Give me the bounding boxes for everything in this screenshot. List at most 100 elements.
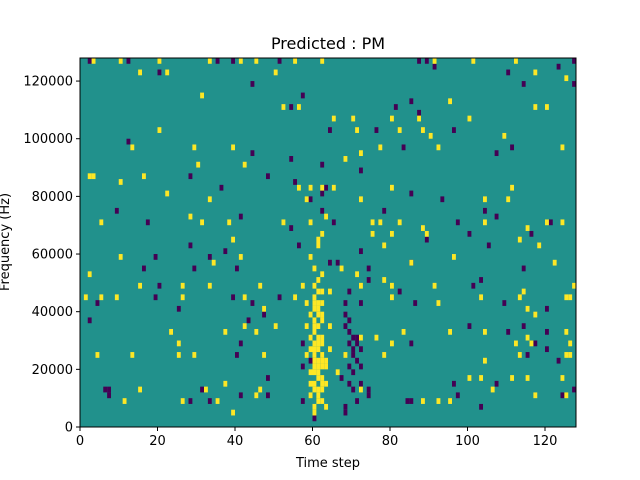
heatmap-cell-high — [521, 288, 526, 295]
heatmap-cell-high — [564, 75, 569, 82]
heatmap-cell-low — [347, 380, 352, 387]
heatmap-cell-high — [316, 300, 321, 306]
heatmap-cell-low — [455, 392, 460, 399]
heatmap-cell-high — [312, 380, 317, 387]
heatmap-cell-high — [238, 58, 243, 64]
heatmap-cell-low — [409, 190, 414, 197]
heatmap-cell-high — [339, 265, 344, 272]
heatmap-cell-low — [176, 305, 181, 312]
heatmap-cell-high — [242, 323, 247, 329]
heatmap-cell-high — [200, 219, 205, 226]
heatmap-cell-high — [328, 323, 332, 329]
heatmap-cell-high — [192, 144, 197, 151]
heatmap-cell-high — [316, 334, 321, 341]
heatmap-cell-low — [359, 300, 363, 306]
heatmap-cell-low — [87, 317, 92, 324]
heatmap-cell-low — [300, 340, 305, 347]
heatmap-cell-high — [316, 363, 321, 370]
heatmap-cell-high — [316, 305, 321, 312]
heatmap-cell-high — [545, 219, 549, 226]
heatmap-cell-low — [235, 265, 239, 272]
heatmap-cell-high — [316, 277, 321, 283]
heatmap-cell-low — [521, 265, 526, 272]
heatmap-cell-high — [308, 346, 313, 353]
heatmap-cell-low — [510, 144, 515, 151]
heatmap-cell-high — [254, 328, 259, 335]
heatmap-cell-high — [483, 196, 487, 203]
y-tick-label: 0 — [65, 421, 73, 436]
heatmap-cell-low — [351, 346, 356, 353]
heatmap-cell-high — [316, 375, 321, 381]
x-axis-label: Time step — [295, 456, 360, 471]
heatmap-cell-high — [316, 398, 321, 404]
heatmap-cell-high — [258, 282, 263, 289]
heatmap-cell-high — [320, 230, 325, 237]
heatmap-cell-high — [138, 282, 143, 289]
heatmap-cell-high — [308, 254, 313, 260]
heatmap-cell-high — [483, 357, 487, 364]
heatmap-cell-high — [328, 346, 332, 353]
heatmap-cell-low — [351, 334, 356, 341]
heatmap-cell-high — [316, 357, 321, 364]
heatmap-cell-high — [525, 334, 530, 341]
chart-title: Predicted : PM — [271, 34, 385, 53]
heatmap-cell-high — [157, 58, 162, 64]
heatmap-cell-high — [188, 213, 193, 220]
heatmap-cell-low — [545, 305, 549, 312]
heatmap-cell-high — [304, 323, 309, 329]
heatmap-cell-high — [397, 219, 402, 226]
heatmap-cell-high — [118, 58, 123, 64]
heatmap-cell-high — [328, 288, 332, 295]
heatmap-cell-high — [331, 184, 336, 191]
heatmap-cell-high — [320, 58, 325, 64]
heatmap-cell-high — [320, 311, 325, 318]
heatmap-cell-high — [448, 98, 453, 105]
heatmap-cell-low — [328, 259, 332, 266]
heatmap-cell-high — [192, 352, 197, 358]
heatmap-cell-low — [455, 219, 460, 226]
heatmap-cell-high — [359, 196, 363, 203]
heatmap-cell-high — [312, 346, 317, 353]
heatmap-cell-high — [312, 409, 317, 416]
heatmap-cell-high — [510, 375, 515, 381]
heatmap-cell-low — [107, 386, 112, 393]
heatmap-cell-high — [370, 230, 375, 237]
heatmap-cell-high — [421, 127, 425, 133]
y-tick-label: 20000 — [32, 363, 73, 378]
heatmap-cell-low — [219, 184, 224, 191]
heatmap-cell-low — [351, 369, 356, 376]
heatmap-cell-high — [207, 58, 212, 64]
heatmap-cell-high — [223, 380, 228, 387]
heatmap-cell-low — [200, 386, 205, 393]
heatmap-cell-low — [467, 230, 472, 237]
heatmap-cell-low — [300, 363, 305, 370]
heatmap-cell-high — [165, 190, 170, 197]
heatmap-cell-high — [99, 294, 104, 301]
heatmap-cell-low — [556, 63, 561, 70]
heatmap-cell-high — [568, 294, 573, 301]
heatmap-cell-high — [320, 386, 325, 393]
heatmap-cell-high — [448, 328, 453, 335]
heatmap-cell-high — [87, 173, 92, 180]
heatmap-cell-high — [390, 184, 394, 191]
heatmap-cell-high — [436, 144, 441, 151]
heatmap-cell-high — [316, 323, 321, 329]
heatmap-cell-high — [525, 225, 530, 231]
heatmap-cell-low — [320, 161, 325, 168]
heatmap-cell-high — [320, 375, 325, 381]
heatmap-cell-high — [91, 173, 96, 180]
heatmap-cell-low — [297, 242, 301, 249]
heatmap-cell-low — [401, 144, 406, 151]
heatmap-cell-high — [324, 213, 329, 220]
heatmap-cell-high — [533, 104, 538, 110]
heatmap-cell-low — [223, 248, 228, 255]
heatmap-cell-low — [145, 219, 150, 226]
heatmap-cell-low — [366, 392, 371, 399]
heatmap-cell-high — [324, 357, 329, 364]
heatmap-cell-high — [510, 184, 515, 191]
heatmap-cell-high — [312, 386, 317, 393]
heatmap-cell-high — [180, 294, 185, 301]
heatmap-cell-high — [231, 144, 236, 151]
heatmap-cell-high — [390, 282, 394, 289]
heatmap-cell-low — [114, 207, 119, 214]
